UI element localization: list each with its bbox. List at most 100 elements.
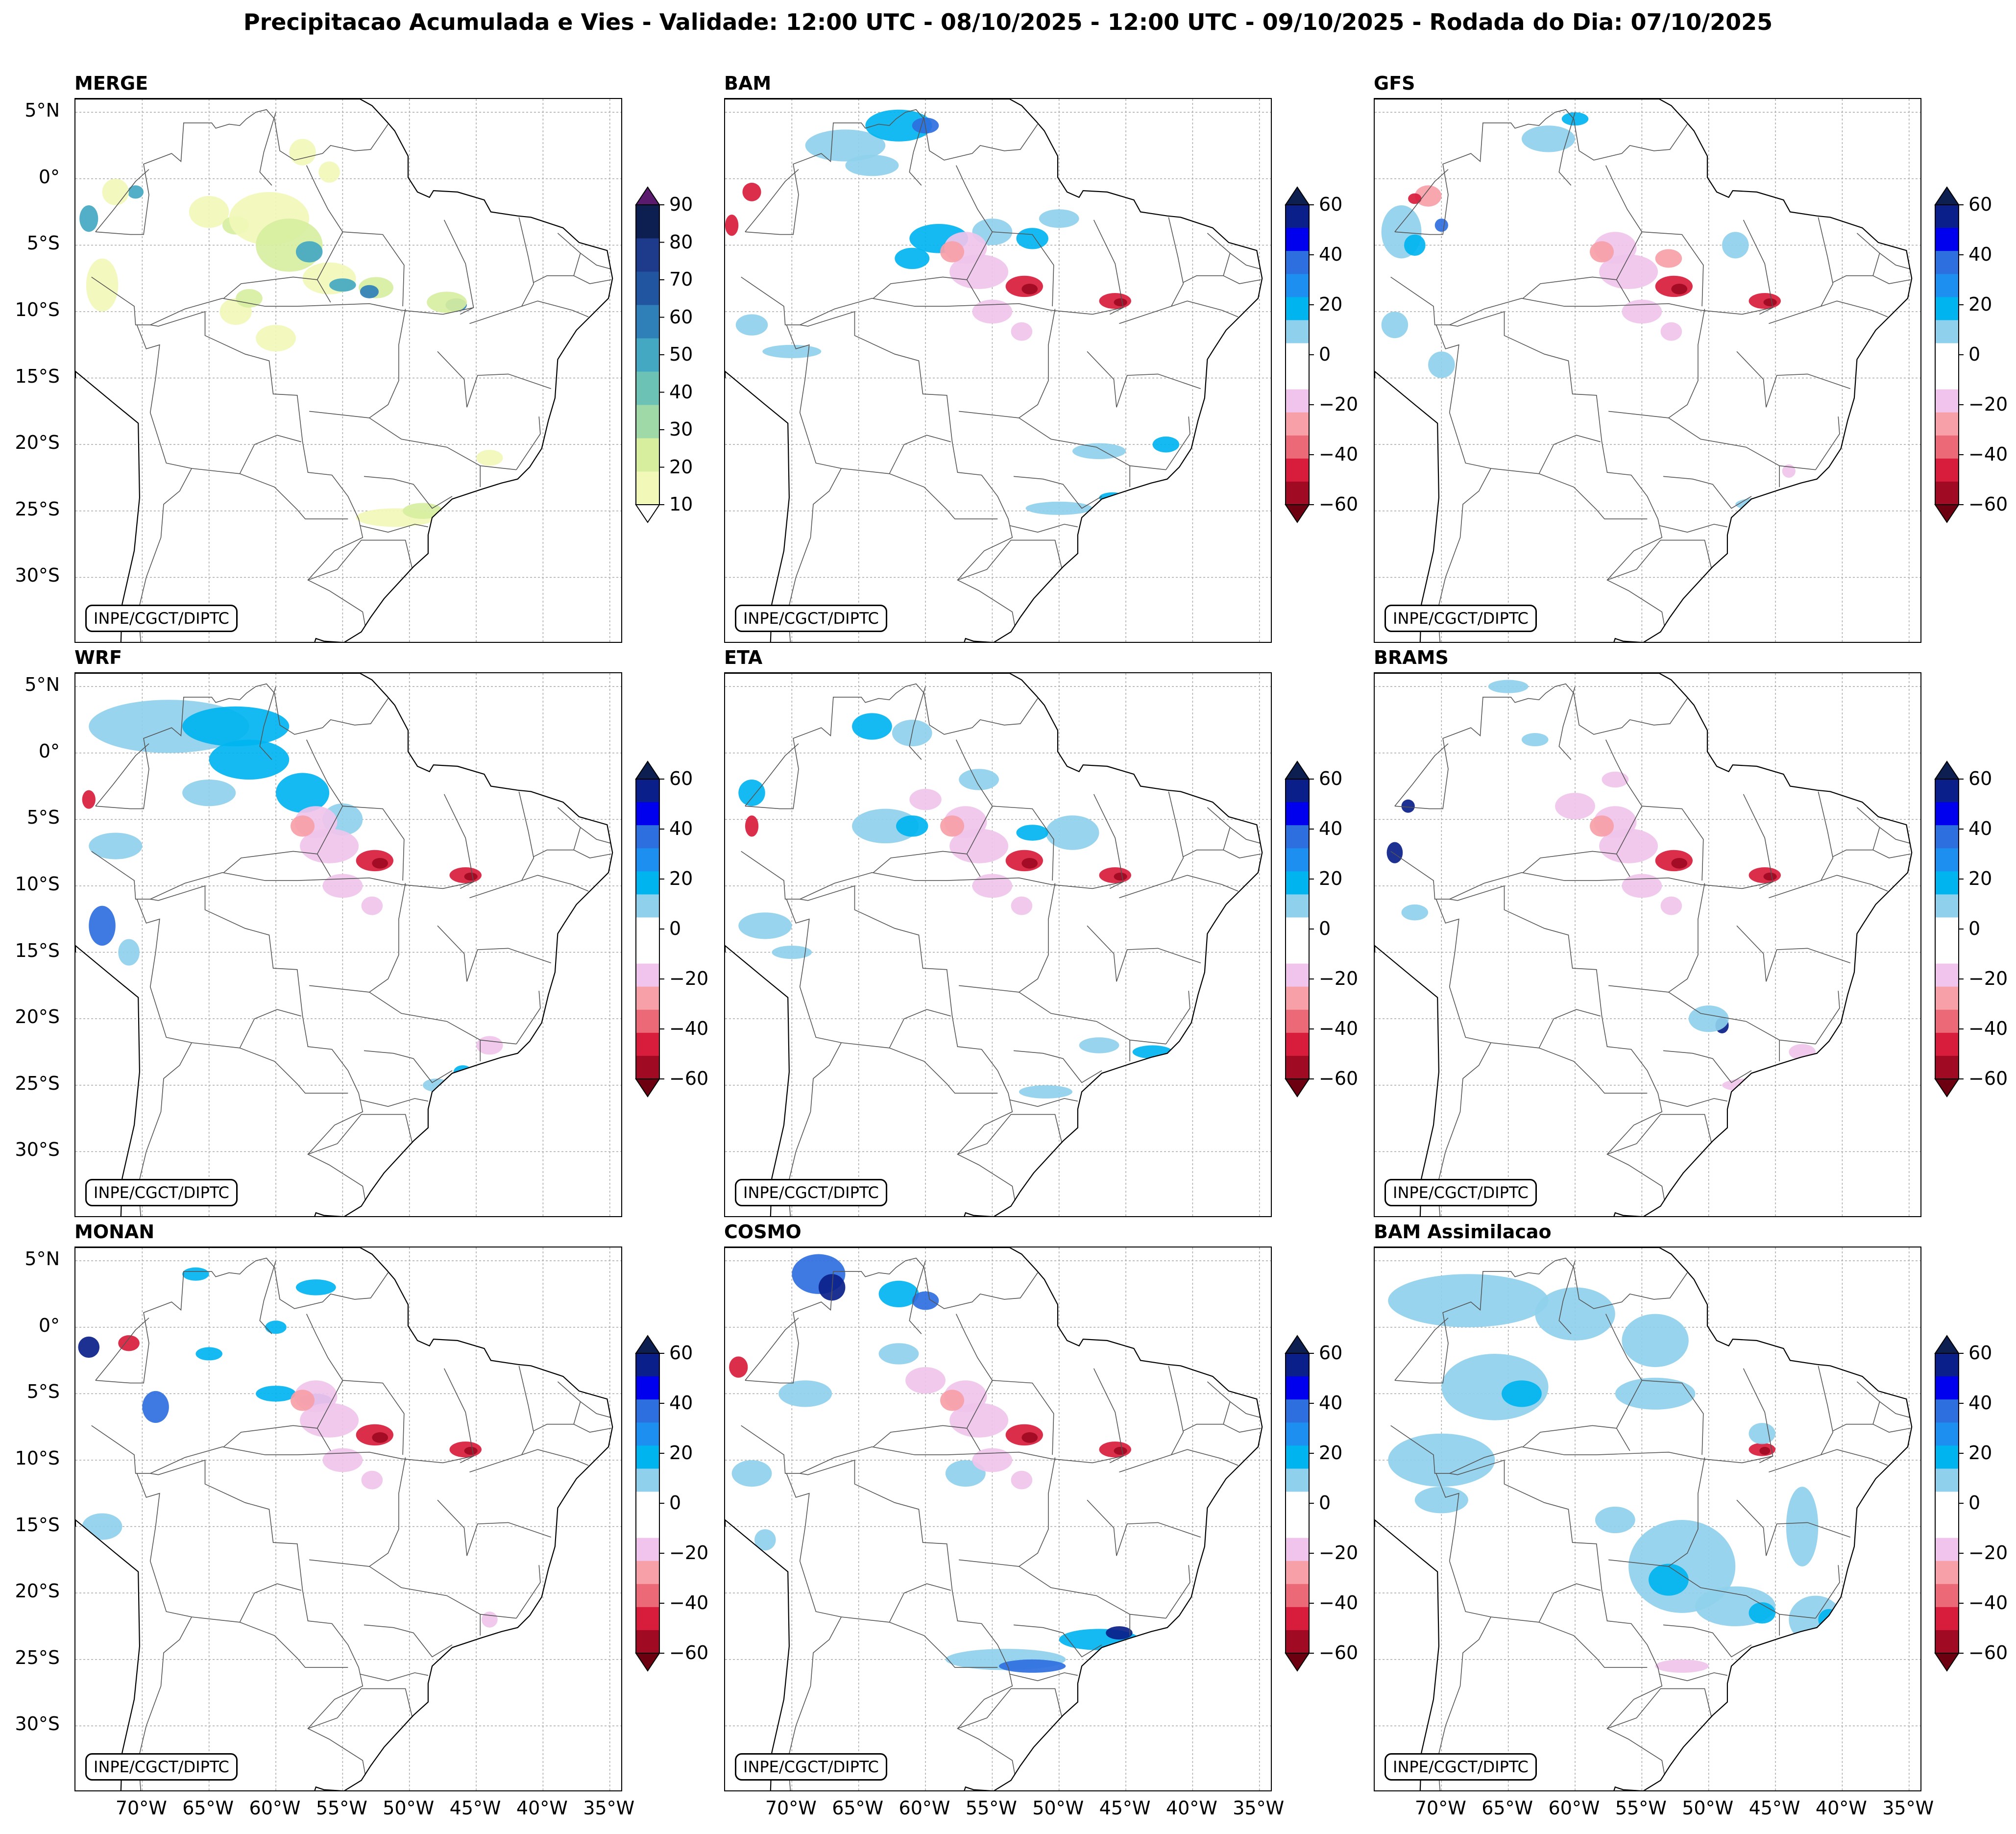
coastline bbox=[75, 99, 613, 642]
map-merge bbox=[75, 99, 621, 642]
colorbar-brams bbox=[1934, 760, 1964, 1098]
precip-field bbox=[189, 196, 229, 228]
state-border bbox=[308, 1688, 413, 1729]
state-border bbox=[91, 1425, 366, 1775]
state-border bbox=[1558, 686, 1576, 760]
state-border bbox=[136, 899, 348, 1094]
colorbar-extend-bottom bbox=[635, 1078, 660, 1098]
state-border bbox=[955, 1314, 993, 1429]
precip-field bbox=[1011, 322, 1033, 341]
state-border bbox=[1093, 794, 1124, 889]
state-border bbox=[342, 806, 405, 881]
precip-field bbox=[300, 1403, 359, 1438]
state-border bbox=[1119, 791, 1184, 899]
lat-tick-label: 10°S bbox=[15, 873, 60, 895]
precip-field bbox=[1025, 501, 1093, 515]
colorbar-band bbox=[636, 338, 659, 372]
lon-tick-label: 45°W bbox=[1099, 1797, 1151, 1819]
state-border bbox=[800, 297, 1123, 325]
precip-field bbox=[972, 874, 1013, 898]
colorbar-band bbox=[1286, 366, 1309, 390]
colorbar-band bbox=[1286, 1515, 1309, 1539]
state-border bbox=[741, 851, 1016, 1201]
panel-title-eta: ETA bbox=[724, 647, 763, 668]
colorbar-tick-label: −60 bbox=[1968, 1068, 2008, 1089]
state-border bbox=[1183, 1381, 1231, 1432]
colorbar-band bbox=[636, 305, 659, 339]
state-border bbox=[1642, 231, 1704, 307]
colorbar-tick-label: 90 bbox=[669, 194, 693, 215]
precip-field bbox=[845, 154, 899, 176]
state-border bbox=[1769, 1366, 1834, 1473]
state-border bbox=[1230, 252, 1261, 269]
state-border bbox=[1608, 1559, 1669, 1567]
state-border bbox=[1607, 1688, 1712, 1729]
state-border bbox=[437, 1499, 552, 1556]
state-border bbox=[786, 899, 998, 1094]
precip-field bbox=[1021, 857, 1038, 869]
colorbar-band bbox=[1935, 297, 1959, 320]
precip-field bbox=[1114, 298, 1127, 307]
state-border bbox=[1558, 1260, 1576, 1334]
state-border bbox=[309, 985, 369, 993]
colorbar-tick-label: 20 bbox=[669, 456, 693, 478]
state-border bbox=[1166, 416, 1190, 470]
state-border bbox=[1166, 991, 1190, 1045]
precip-field bbox=[940, 241, 965, 263]
colorbar-band bbox=[636, 1515, 659, 1539]
state-border bbox=[1009, 1098, 1078, 1107]
state-border bbox=[1394, 1257, 1688, 1384]
colorbar-band bbox=[1935, 343, 1959, 367]
colorbar-band bbox=[636, 802, 659, 826]
lon-tick-label: 35°W bbox=[1882, 1797, 1934, 1819]
state-border bbox=[150, 297, 474, 325]
colorbar-band bbox=[636, 1422, 659, 1446]
colorbar-band bbox=[1286, 894, 1309, 918]
state-border bbox=[1166, 1565, 1190, 1619]
colorbar-band bbox=[1935, 389, 1959, 413]
state-border bbox=[580, 1401, 611, 1418]
colorbar-tick-label: −40 bbox=[669, 1592, 709, 1614]
precip-field bbox=[1414, 185, 1442, 207]
lat-tick-label: 0° bbox=[38, 740, 60, 762]
state-border bbox=[745, 109, 1038, 235]
state-border bbox=[957, 539, 1062, 581]
colorbar-band bbox=[636, 1584, 659, 1608]
colorbar-tick-label: 60 bbox=[669, 768, 693, 789]
colorbar-band bbox=[1935, 1032, 1959, 1056]
precip-field bbox=[1386, 842, 1403, 863]
colorbar-band bbox=[1935, 1009, 1959, 1033]
lon-tick-label: 65°W bbox=[1482, 1797, 1533, 1819]
precip-field bbox=[1615, 1377, 1696, 1410]
colorbar-tick-label: 80 bbox=[669, 231, 693, 253]
lon-tick-label: 50°W bbox=[1032, 1797, 1084, 1819]
lat-tick-label: 0° bbox=[38, 1314, 60, 1336]
state-border bbox=[1087, 925, 1201, 982]
colorbar-extend-bottom bbox=[1285, 1078, 1310, 1098]
state-border bbox=[1449, 1446, 1773, 1474]
state-border bbox=[573, 275, 611, 284]
credit-label: INPE/CGCT/DIPTC bbox=[735, 1179, 887, 1206]
colorbar-band bbox=[636, 963, 659, 987]
precip-field bbox=[999, 1659, 1066, 1673]
colorbar-tick-label: −20 bbox=[1319, 393, 1359, 415]
precip-field bbox=[1595, 1506, 1635, 1534]
state-border bbox=[360, 524, 429, 533]
lat-tick-label: 10°S bbox=[15, 298, 60, 320]
state-border bbox=[959, 985, 1019, 993]
colorbar-tick-label: 60 bbox=[1319, 768, 1343, 789]
colorbar-band bbox=[636, 371, 659, 405]
state-border bbox=[521, 1449, 589, 1466]
precip-field bbox=[79, 205, 98, 232]
precip-field bbox=[1722, 232, 1749, 259]
precip-field bbox=[256, 325, 296, 352]
colorbar-band bbox=[1286, 274, 1309, 297]
lon-tick-label: 40°W bbox=[1166, 1797, 1217, 1819]
state-border bbox=[239, 1009, 302, 1049]
state-border bbox=[1390, 1425, 1665, 1775]
colorbar-band bbox=[1935, 1422, 1959, 1446]
precip-field bbox=[276, 773, 330, 813]
lon-tick-label: 50°W bbox=[383, 1797, 435, 1819]
coastline bbox=[1375, 673, 1913, 1216]
precip-field bbox=[1414, 1487, 1468, 1514]
